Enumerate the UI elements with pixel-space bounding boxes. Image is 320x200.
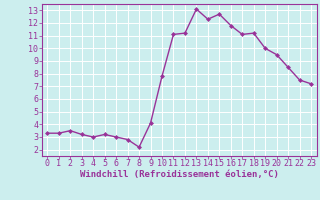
X-axis label: Windchill (Refroidissement éolien,°C): Windchill (Refroidissement éolien,°C): [80, 170, 279, 179]
